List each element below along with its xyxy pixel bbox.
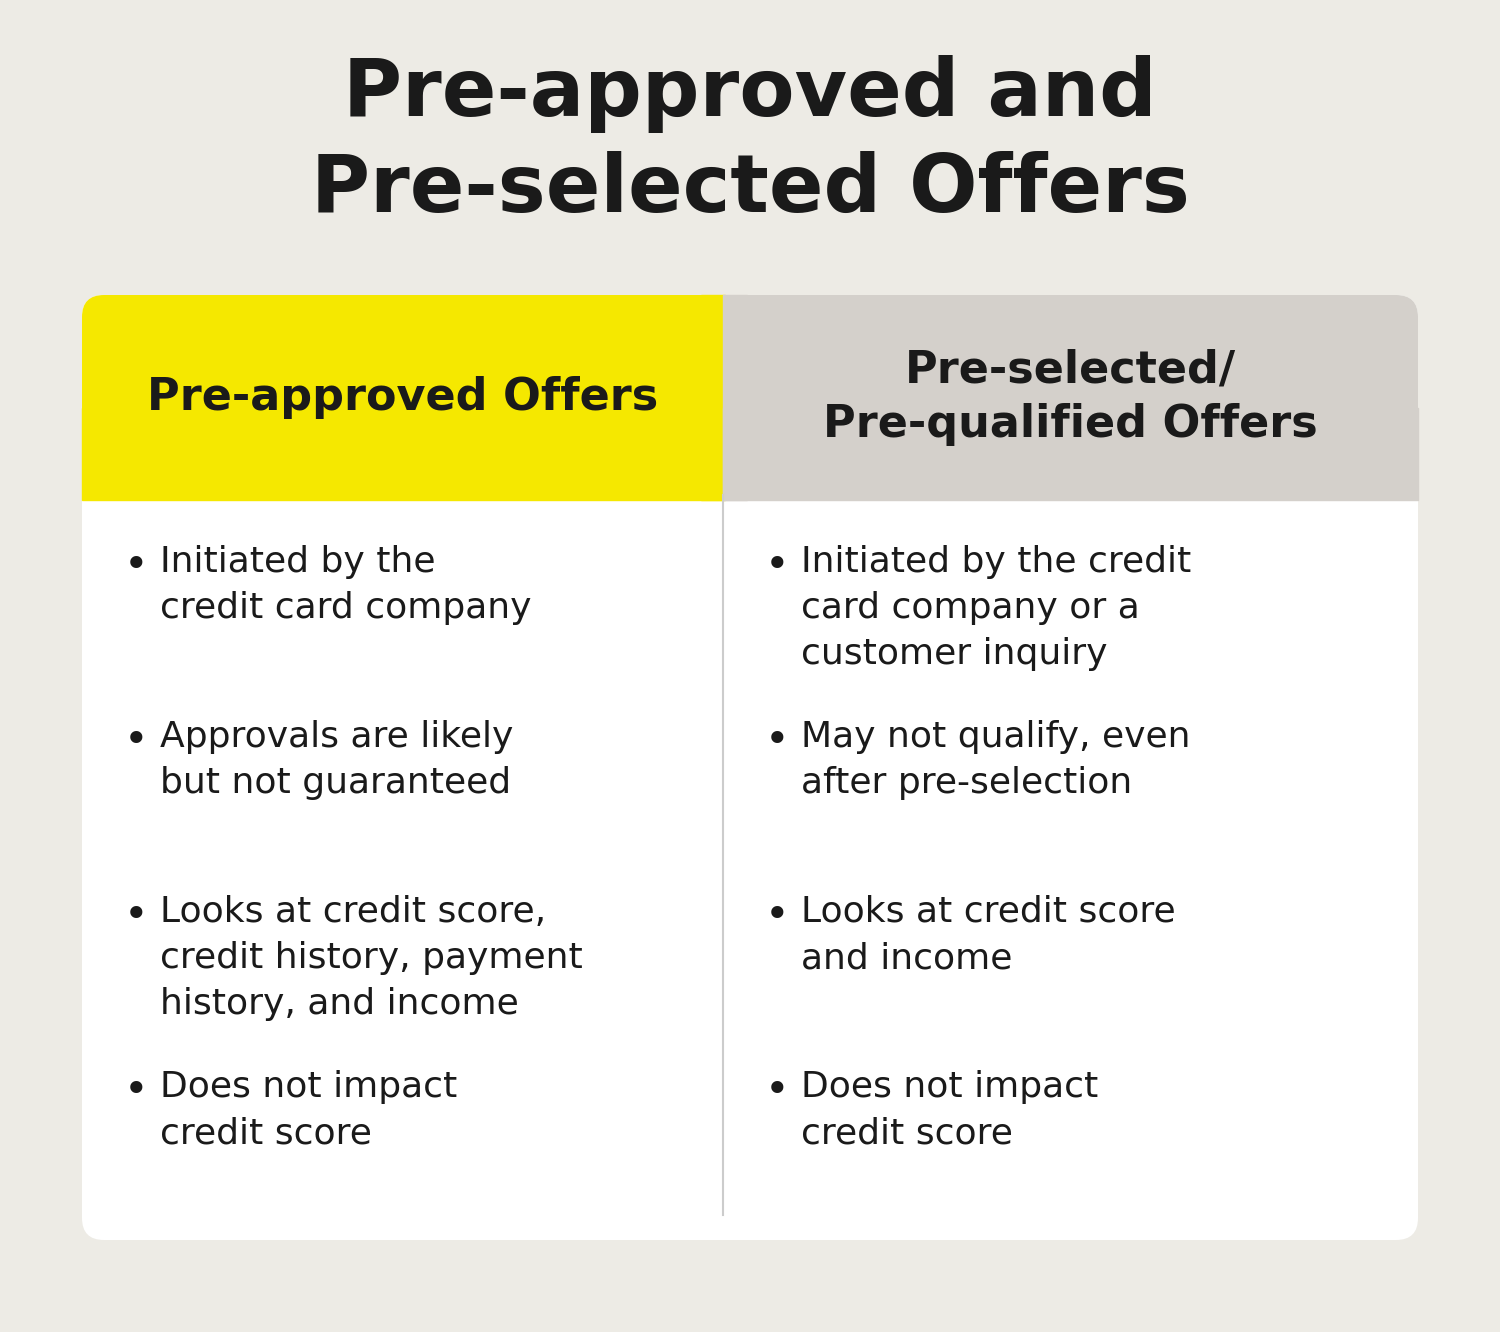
Text: May not qualify, even
after pre-selection: May not qualify, even after pre-selectio… [801,721,1191,801]
Bar [700,294,724,500]
Text: Looks at credit score
and income: Looks at credit score and income [801,895,1176,975]
Text: •: • [765,1070,789,1112]
Text: •: • [765,895,789,936]
Text: •: • [124,1070,148,1112]
FancyBboxPatch shape [723,294,1418,500]
Text: Looks at credit score,
credit history, payment
history, and income: Looks at credit score, credit history, p… [160,895,582,1022]
Text: •: • [124,545,148,587]
Text: Approvals are likely
but not guaranteed: Approvals are likely but not guaranteed [160,721,513,801]
Text: Initiated by the credit
card company or a
customer inquiry: Initiated by the credit card company or … [801,545,1191,671]
Text: Pre-approved and
Pre-selected Offers: Pre-approved and Pre-selected Offers [310,55,1190,229]
Bar [723,294,747,500]
Bar [723,408,1418,500]
Text: Does not impact
credit score: Does not impact credit score [801,1070,1098,1150]
Text: •: • [765,721,789,762]
Text: Pre-selected/
Pre-qualified Offers: Pre-selected/ Pre-qualified Offers [824,349,1318,446]
Text: •: • [124,895,148,936]
Bar [82,408,723,500]
Text: Initiated by the
credit card company: Initiated by the credit card company [160,545,531,625]
Text: Does not impact
credit score: Does not impact credit score [160,1070,458,1150]
Text: •: • [124,721,148,762]
Text: •: • [765,545,789,587]
Text: Pre-approved Offers: Pre-approved Offers [147,376,658,420]
FancyBboxPatch shape [82,294,723,500]
FancyBboxPatch shape [82,294,1417,1240]
